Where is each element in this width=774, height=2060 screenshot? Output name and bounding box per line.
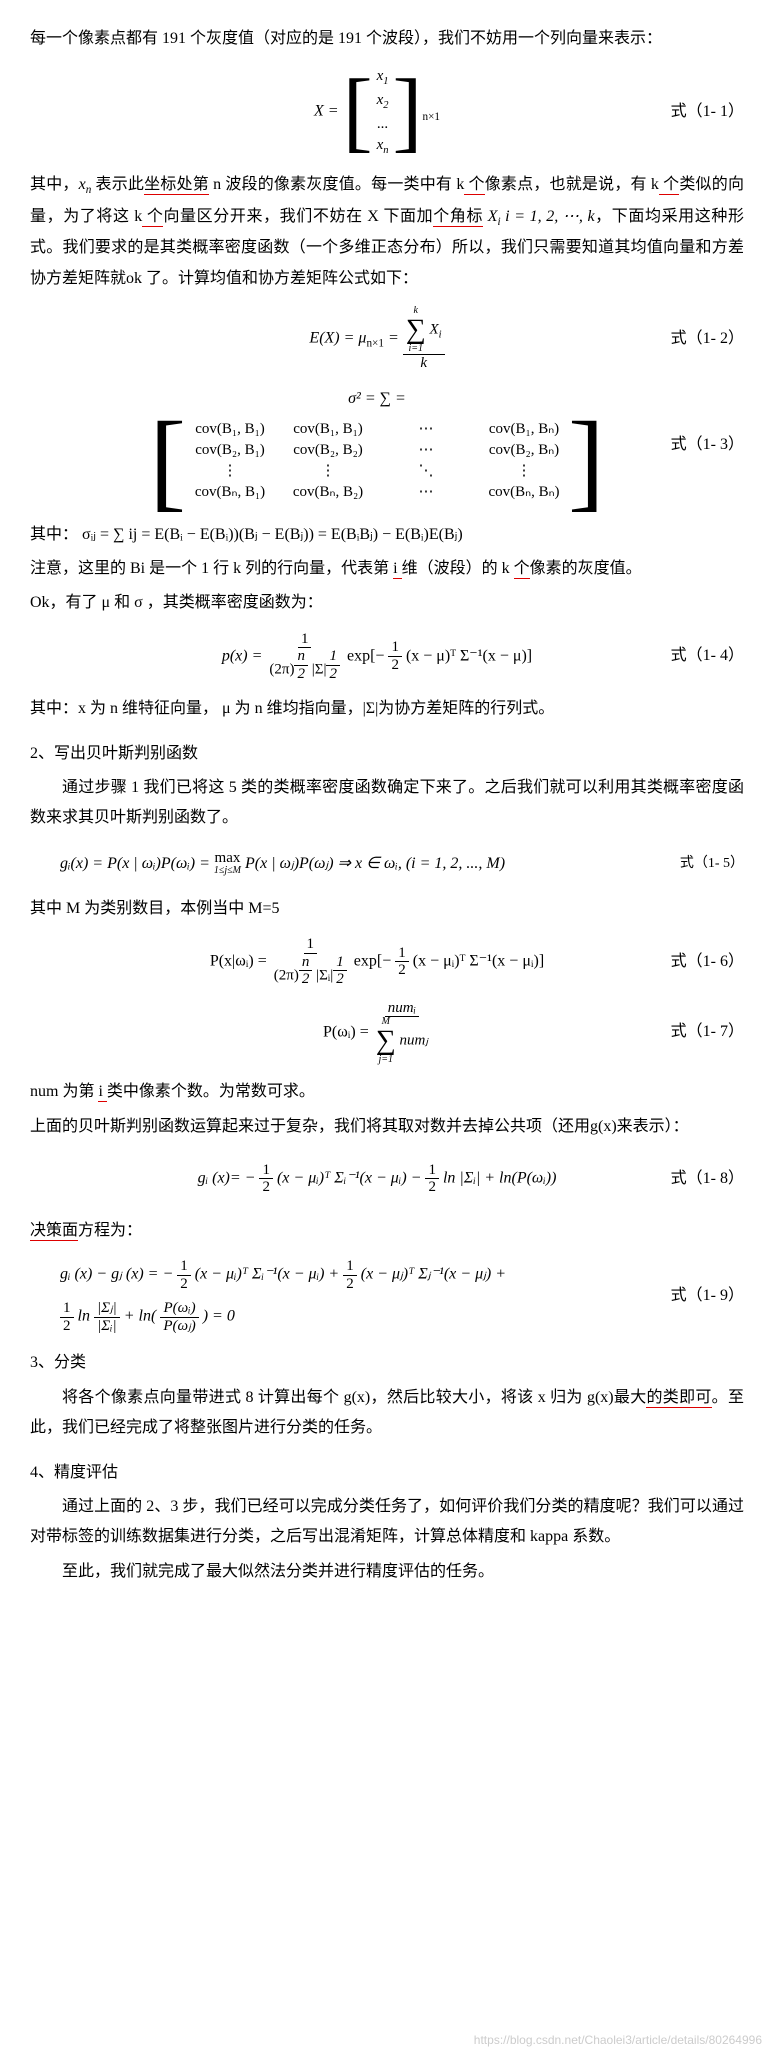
- eq-label-5: 式（1- 5）: [664, 851, 744, 878]
- eq-label-1: 式（1- 1）: [624, 97, 744, 127]
- section-4-heading: 4、精度评估: [30, 1458, 744, 1488]
- eq-label-2: 式（1- 2）: [624, 324, 744, 354]
- eq-label-4: 式（1- 4）: [624, 641, 744, 671]
- equation-8: gᵢ (x)= − 12 (x − μᵢ)ᵀ Σᵢ⁻¹(x − μᵢ) − 12…: [30, 1154, 744, 1204]
- eq-label-3: 式（1- 3）: [624, 430, 744, 460]
- paragraph-10: 上面的贝叶斯判别函数运算起来过于复杂，我们将其取对数并去掉公共项（还用g(x)来…: [30, 1112, 744, 1142]
- equation-4: p(x) = 1 (2π)n2 |Σ|12 exp[− 12 (x − μ)ᵀ …: [30, 631, 744, 683]
- eq-label-8: 式（1- 8）: [624, 1164, 744, 1194]
- paragraph-4: 注意，这里的 Bi 是一个 1 行 k 列的行向量，代表第 i 维（波段）的 k…: [30, 554, 744, 584]
- paragraph-1: 每一个像素点都有 191 个灰度值（对应的是 191 个波段），我们不妨用一个列…: [30, 24, 744, 54]
- paragraph-13: 通过上面的 2、3 步，我们已经可以完成分类任务了，如何评价我们分类的精度呢？我…: [30, 1492, 744, 1553]
- paragraph-9: num 为第 i 类中像素个数。为常数可求。: [30, 1077, 744, 1107]
- underline-coord: 坐标处第: [144, 176, 209, 195]
- equation-7: P(ωᵢ) = numᵢ M∑j=1 numⱼ 式（1- 7）: [30, 1000, 744, 1066]
- paragraph-5: Ok，有了 μ 和 σ ，其类概率密度函数为：: [30, 588, 744, 618]
- section-3-heading: 3、分类: [30, 1348, 744, 1378]
- equation-3: σ² = ∑ = [ cov(B₁, B₁)cov(B₁, B₁)⋯cov(B₁…: [30, 384, 744, 508]
- paragraph-11: 决策面方程为：: [30, 1216, 744, 1246]
- paragraph-2: 其中，xn 表示此坐标处第 n 波段的像素灰度值。每一类中有 k 个像素点，也就…: [30, 170, 744, 294]
- watermark-text: https://blog.csdn.net/Chaolei3/article/d…: [474, 2029, 762, 2052]
- paragraph-6: 其中：x 为 n 维特征向量， μ 为 n 维均指向量，|Σ|为协方差矩阵的行列…: [30, 694, 744, 724]
- equation-9: gᵢ (x) − gⱼ (x) = − 12 (x − μᵢ)ᵀ Σᵢ⁻¹(x …: [30, 1258, 744, 1334]
- eq-label-9: 式（1- 9）: [624, 1281, 744, 1311]
- paragraph-12: 将各个像素点向量带进式 8 计算出每个 g(x)，然后比较大小，将该 x 归为 …: [30, 1383, 744, 1444]
- paragraph-7: 通过步骤 1 我们已将这 5 类的类概率密度函数确定下来了。之后我们就可以利用其…: [30, 773, 744, 834]
- section-2-heading: 2、写出贝叶斯判别函数: [30, 739, 744, 769]
- paragraph-14: 至此，我们就完成了最大似然法分类并进行精度评估的任务。: [30, 1557, 744, 1587]
- paragraph-3: 其中： σᵢⱼ = ∑ ij = E(Bᵢ − E(Bᵢ))(Bⱼ − E(Bⱼ…: [30, 520, 744, 550]
- eq-label-7: 式（1- 7）: [624, 1017, 744, 1047]
- eq-label-6: 式（1- 6）: [624, 947, 744, 977]
- equation-2: E(X) = μn×1 = k∑i=1 Xi k 式（1- 2）: [30, 306, 744, 372]
- equation-6: P(x|ωᵢ) = 1 (2π)n2 |Σᵢ|12 exp[− 12 (x − …: [30, 936, 744, 988]
- paragraph-8: 其中 M 为类别数目，本例当中 M=5: [30, 894, 744, 924]
- equation-5: gᵢ(x) = P(x | ωᵢ)P(ωᵢ) = max1≤j≤M P(x | …: [30, 846, 744, 882]
- equation-1: X = [ x1 x2 ... xn ] n×1 式（1- 1）: [30, 66, 744, 158]
